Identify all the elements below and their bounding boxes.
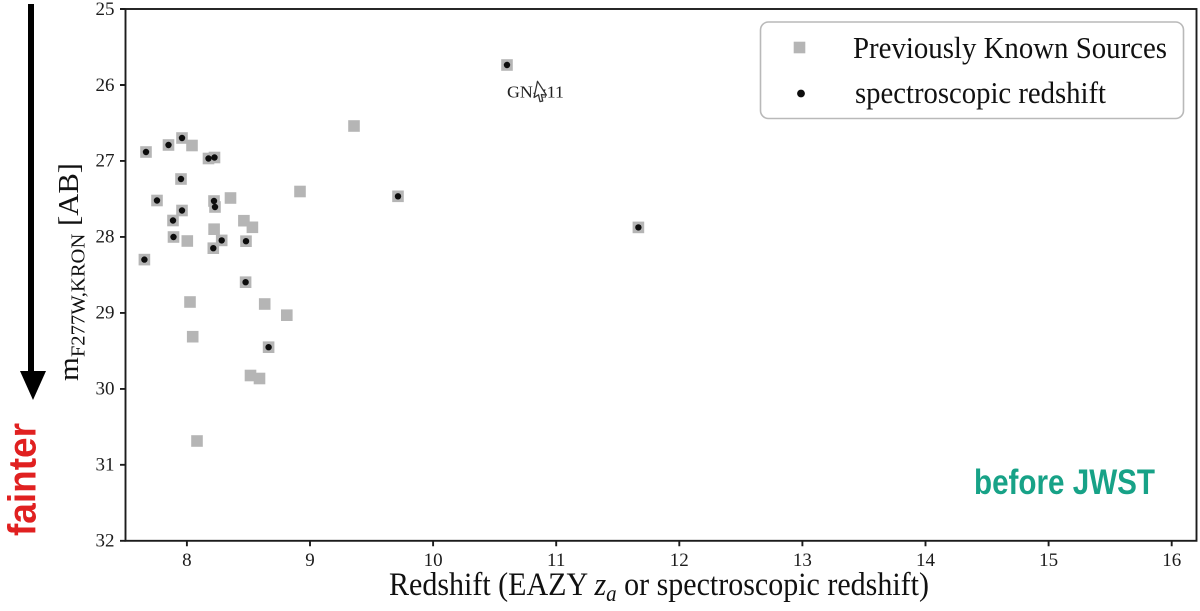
svg-text:9: 9 xyxy=(305,550,315,571)
svg-text:fainter: fainter xyxy=(2,423,45,536)
svg-text:10: 10 xyxy=(424,550,443,571)
svg-text:32: 32 xyxy=(96,531,115,552)
svg-text:31: 31 xyxy=(96,455,115,476)
svg-text:11: 11 xyxy=(547,550,565,571)
svg-text:8: 8 xyxy=(182,550,192,571)
svg-text:25: 25 xyxy=(96,0,115,20)
svg-text:13: 13 xyxy=(793,550,812,571)
svg-text:Previously Known Sources: Previously Known Sources xyxy=(853,30,1167,65)
svg-text:spectroscopic redshift: spectroscopic redshift xyxy=(855,75,1106,110)
svg-text:29: 29 xyxy=(96,303,115,324)
svg-text:12: 12 xyxy=(670,550,689,571)
svg-text:Redshift (EAZY za or spectrosc: Redshift (EAZY za or spectroscopic redsh… xyxy=(389,567,929,606)
svg-text:before JWST: before JWST xyxy=(974,463,1155,502)
svg-text:27: 27 xyxy=(96,151,115,172)
svg-text:14: 14 xyxy=(916,550,936,571)
svg-text:16: 16 xyxy=(1162,550,1181,571)
svg-text:28: 28 xyxy=(96,227,115,248)
svg-text:26: 26 xyxy=(96,75,115,96)
svg-text:30: 30 xyxy=(96,379,115,400)
svg-text:15: 15 xyxy=(1039,550,1058,571)
